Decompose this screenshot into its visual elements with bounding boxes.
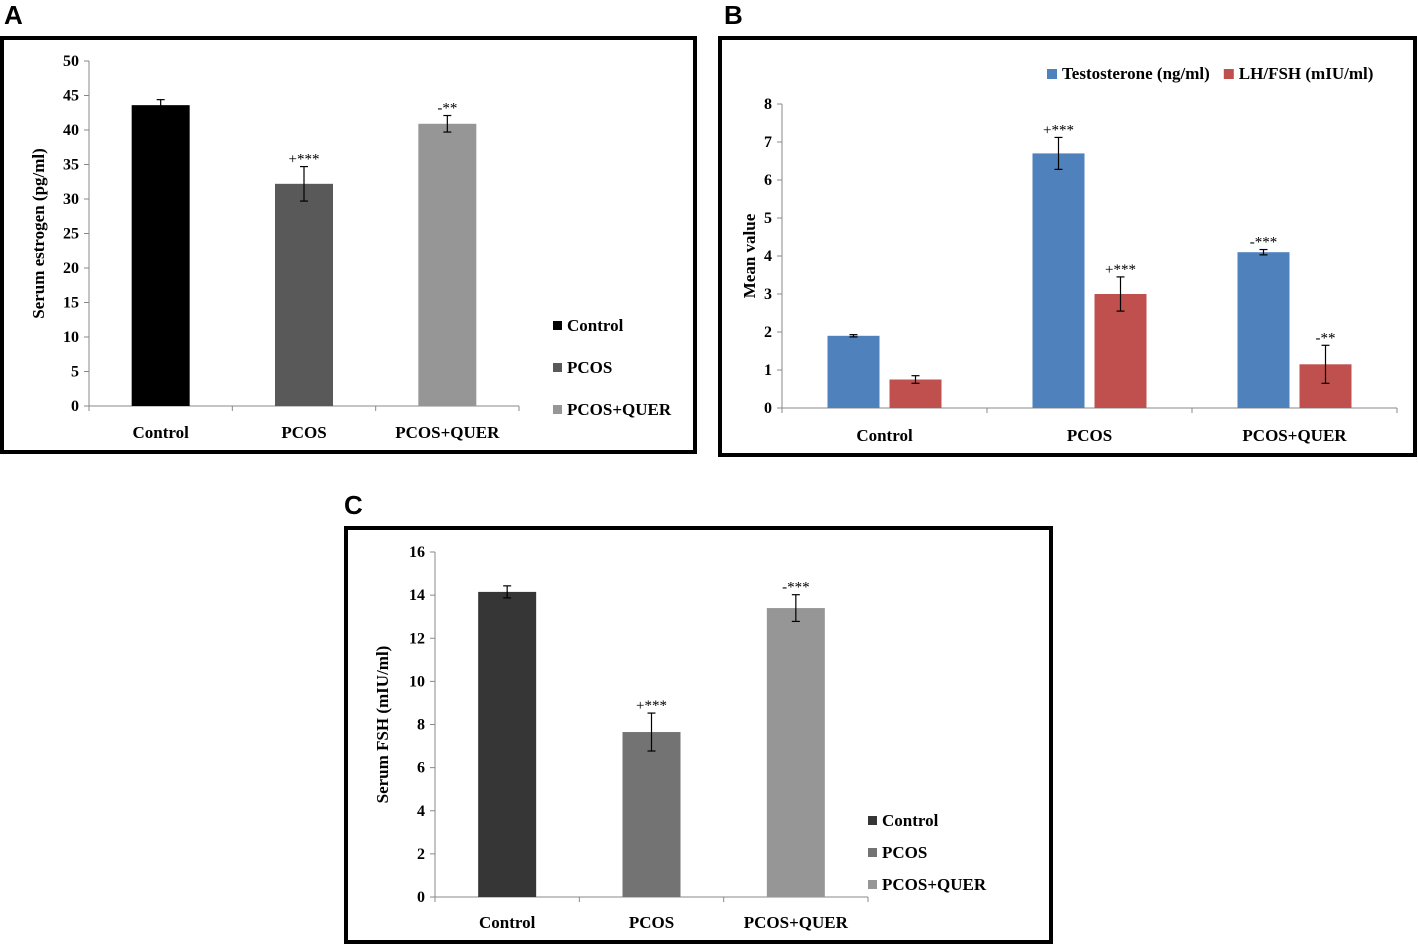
panel-c-frame: 0 2 4 6 8 10 12 14 16 Control PCOS PCOS+QUER Serum F… xyxy=(344,526,1053,944)
x-tick-label-control: Control xyxy=(479,913,536,932)
y-tick-label: 0 xyxy=(417,889,425,906)
y-tick-label: 5 xyxy=(71,364,79,381)
significance-label-pcos-quer: -** xyxy=(437,101,457,117)
bar-lh-fsh-miu-ml-pcos xyxy=(1094,294,1147,408)
y-tick-label: 40 xyxy=(63,122,79,139)
bar-control xyxy=(131,105,190,406)
legend-label-pcos-quer: PCOS+QUER xyxy=(882,875,987,894)
bar-testosterone-ng-ml-control xyxy=(827,335,880,408)
x-tick-label-pcos-quer: PCOS+QUER xyxy=(744,913,849,932)
y-tick-label: 12 xyxy=(409,630,425,647)
y-tick-label: 0 xyxy=(764,400,772,417)
legend-label-pcos-quer: PCOS+QUER xyxy=(567,400,672,419)
significance-label-lh-fsh-miu-ml-pcos: +*** xyxy=(1105,262,1136,278)
legend-swatch-pcos-quer xyxy=(868,880,877,889)
bar-control xyxy=(478,591,537,897)
legend-swatch-control xyxy=(553,321,562,330)
hormone-chart: 0 1 2 3 4 5 6 7 8 Control PCOS PCOS+QUER Mean value +… xyxy=(740,64,1398,445)
legend-label-control: Control xyxy=(882,811,939,830)
y-tick-label: 15 xyxy=(63,295,79,312)
y-tick-label: 6 xyxy=(764,172,772,189)
y-tick-label: 7 xyxy=(764,134,772,151)
estrogen-chart: 0 5 10 15 20 25 30 35 40 45 50 Control PCOS PCOS+QUER… xyxy=(29,53,672,442)
y-tick-label: 8 xyxy=(764,96,772,113)
y-tick-label: 10 xyxy=(409,673,425,690)
y-axis-title: Serum FSH (mIU/ml) xyxy=(373,646,392,804)
bar-pcos-quer xyxy=(766,608,825,897)
legend-label-control: Control xyxy=(567,316,624,335)
legend-swatch-pcos xyxy=(553,363,562,372)
significance-label-lh-fsh-miu-ml-pcos-quer: -** xyxy=(1316,330,1336,346)
fsh-chart: 0 2 4 6 8 10 12 14 16 Control PCOS PCOS+QUER Serum F… xyxy=(373,544,987,932)
x-tick-label-pcos: PCOS xyxy=(629,913,674,932)
legend-label-testosterone-ng-ml: Testosterone (ng/ml) xyxy=(1062,64,1210,83)
x-tick-label-pcos-quer: PCOS+QUER xyxy=(1242,426,1347,445)
panel-label-c: C xyxy=(344,490,363,520)
x-tick-label-pcos: PCOS xyxy=(281,423,326,442)
panel-label-a: A xyxy=(4,0,23,30)
y-tick-label: 5 xyxy=(764,210,772,227)
panel-a-frame: 0 5 10 15 20 25 30 35 40 45 50 Control PCOS PCOS+QUER… xyxy=(0,36,697,454)
bar-pcos xyxy=(275,183,333,406)
bar-testosterone-ng-ml-pcos-quer xyxy=(1237,252,1290,408)
y-tick-label: 4 xyxy=(417,803,425,820)
bar-pcos xyxy=(622,732,681,897)
y-tick-label: 4 xyxy=(764,248,772,265)
y-tick-label: 20 xyxy=(63,260,79,277)
significance-label-testosterone-ng-ml-pcos-quer: -*** xyxy=(1250,235,1278,251)
y-tick-label: 0 xyxy=(71,398,79,415)
legend-label-lh-fsh-miu-ml: LH/FSH (mIU/ml) xyxy=(1239,64,1374,83)
x-tick-label-pcos-quer: PCOS+QUER xyxy=(395,423,500,442)
significance-label-testosterone-ng-ml-pcos: +*** xyxy=(1043,122,1074,138)
significance-label-pcos: +*** xyxy=(289,152,320,168)
x-tick-label-control: Control xyxy=(856,426,913,445)
y-tick-label: 25 xyxy=(63,226,79,243)
y-tick-label: 10 xyxy=(63,329,79,346)
y-tick-label: 30 xyxy=(63,191,79,208)
y-tick-label: 1 xyxy=(764,362,772,379)
y-tick-label: 50 xyxy=(63,53,79,70)
y-tick-label: 14 xyxy=(409,587,425,604)
bar-testosterone-ng-ml-pcos xyxy=(1032,153,1085,408)
y-tick-label: 16 xyxy=(409,544,425,561)
bar-lh-fsh-miu-ml-control xyxy=(889,379,942,408)
y-tick-label: 6 xyxy=(417,760,425,777)
panel-label-b: B xyxy=(724,0,743,30)
legend-label-pcos: PCOS xyxy=(882,843,927,862)
legend-swatch-control xyxy=(868,816,877,825)
legend-label-pcos: PCOS xyxy=(567,358,612,377)
x-tick-label-pcos: PCOS xyxy=(1067,426,1112,445)
x-tick-label-control: Control xyxy=(132,423,189,442)
y-tick-label: 45 xyxy=(63,88,79,105)
y-tick-label: 8 xyxy=(417,717,425,734)
legend-swatch-pcos-quer xyxy=(553,405,562,414)
legend-swatch-testosterone-ng-ml xyxy=(1047,69,1057,79)
y-tick-label: 2 xyxy=(764,324,772,341)
y-tick-label: 3 xyxy=(764,286,772,303)
y-axis-title: Serum estrogen (pg/ml) xyxy=(29,148,48,319)
y-axis-title: Mean value xyxy=(740,213,759,298)
y-tick-label: 2 xyxy=(417,846,425,863)
panel-b-frame: 0 1 2 3 4 5 6 7 8 Control PCOS PCOS+QUER Mean value +… xyxy=(718,36,1417,457)
bar-pcos-quer xyxy=(418,123,477,406)
legend-swatch-pcos xyxy=(868,848,877,857)
y-tick-label: 35 xyxy=(63,157,79,174)
significance-label-pcos: +*** xyxy=(636,698,667,714)
significance-label-pcos-quer: -*** xyxy=(782,580,810,596)
legend-swatch-lh-fsh-miu-ml xyxy=(1223,69,1234,79)
